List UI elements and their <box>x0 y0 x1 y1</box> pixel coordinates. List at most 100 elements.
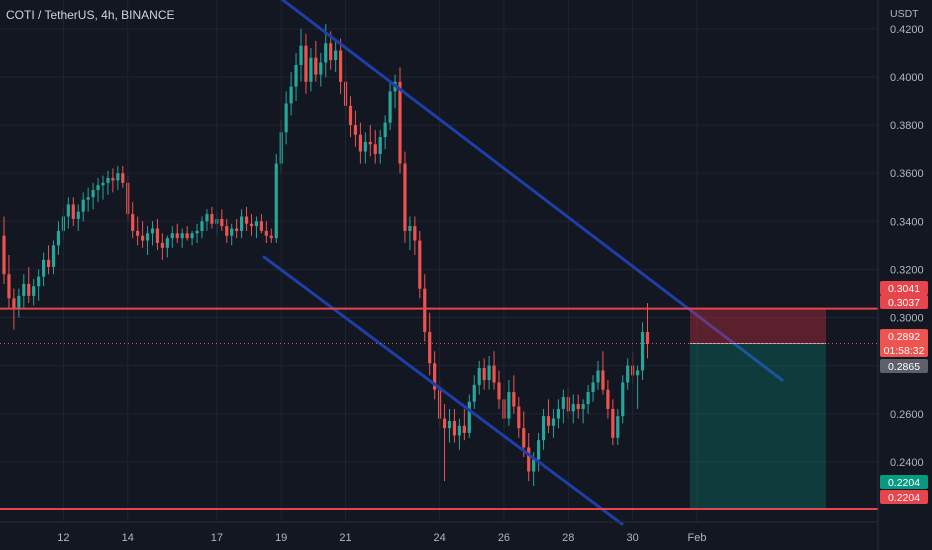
candle-body <box>403 163 407 231</box>
candle-body <box>289 86 293 104</box>
candle-body <box>507 392 511 419</box>
candle-body <box>571 404 575 412</box>
candle-body <box>428 331 432 364</box>
price-tag-label: 0.2865 <box>888 361 920 373</box>
candle-body <box>388 91 392 123</box>
candle-body <box>101 182 105 186</box>
y-tick-label: 0.3000 <box>890 313 924 325</box>
price-tag <box>880 475 928 489</box>
candle-body <box>626 365 630 383</box>
candle-body <box>546 416 551 426</box>
candle-body <box>477 368 481 385</box>
candle-body <box>596 370 600 383</box>
candle-body <box>269 235 273 239</box>
candle-body <box>175 233 179 239</box>
price-tag <box>880 329 928 357</box>
candle-body <box>462 425 466 433</box>
candle-body <box>636 370 640 376</box>
candle-body <box>131 214 135 231</box>
candle-body <box>418 240 422 289</box>
currency-label[interactable]: USDT <box>890 8 919 20</box>
candle-body <box>551 418 556 426</box>
candle-body <box>423 288 427 332</box>
candle-body <box>2 235 6 275</box>
candle-body <box>512 392 516 407</box>
candle-body <box>408 226 412 231</box>
candle-body <box>86 197 90 200</box>
candle-body <box>244 216 249 224</box>
candle-body <box>22 283 26 296</box>
candle-body <box>353 125 358 135</box>
x-tick-label: 28 <box>562 532 574 544</box>
candle-body <box>254 221 259 227</box>
candle-body <box>492 365 496 383</box>
price-tag-label: 0.3041 <box>888 283 920 295</box>
candle-body <box>373 144 377 154</box>
y-tick-label: 0.3400 <box>890 216 924 228</box>
candle-body <box>314 57 318 75</box>
channel-upper-line <box>280 0 784 382</box>
candle-body <box>517 406 521 429</box>
candle-body <box>145 233 150 241</box>
candle-body <box>591 382 595 393</box>
candle-body <box>452 420 457 436</box>
candle-body <box>532 459 536 472</box>
candle-body <box>230 228 234 236</box>
channel-lower-line <box>262 255 624 526</box>
candle-body <box>413 226 417 241</box>
x-tick-label: 17 <box>211 532 223 544</box>
candle-body <box>225 226 229 236</box>
candle-body <box>606 389 610 409</box>
candle-body <box>185 233 189 239</box>
candle-body <box>150 228 155 234</box>
candle-body <box>96 185 100 191</box>
candle-body <box>561 396 565 409</box>
candle-body <box>170 233 174 239</box>
y-tick-label: 0.3200 <box>890 264 924 276</box>
y-tick-label: 0.2400 <box>890 457 924 469</box>
x-tick-label: Feb <box>688 532 707 544</box>
candle-body <box>195 230 199 234</box>
candle-body <box>155 228 160 243</box>
candle-body <box>284 103 288 133</box>
candle-body <box>601 370 605 390</box>
candle-body <box>264 230 268 236</box>
candle-body <box>334 50 338 61</box>
candle-body <box>482 368 486 381</box>
candle-body <box>17 295 21 308</box>
price-tag <box>880 359 928 373</box>
y-tick-label: 0.3800 <box>890 120 924 132</box>
candle-body <box>121 173 125 183</box>
chart-title: COTI / TetherUS, 4h, BINANCE <box>6 8 175 22</box>
candle-body <box>136 230 140 236</box>
candle-body <box>200 221 204 231</box>
candle-body <box>7 274 11 299</box>
candle-body <box>12 298 16 308</box>
candle-body <box>383 122 387 138</box>
candle-body <box>378 137 382 154</box>
candle-body <box>46 259 51 268</box>
candle-body <box>616 416 620 438</box>
candle-body <box>27 283 31 296</box>
x-tick-label: 24 <box>433 532 445 544</box>
candle-body <box>37 276 41 287</box>
candle-body <box>348 105 353 126</box>
candle-body <box>541 416 546 441</box>
candle-body <box>299 45 303 65</box>
candle-body <box>368 141 372 145</box>
candle-body <box>556 408 560 419</box>
candle-body <box>116 173 120 181</box>
candle-body <box>329 43 333 61</box>
y-tick-label: 0.4200 <box>890 24 924 36</box>
price-tag <box>880 490 928 504</box>
candle-body <box>190 233 194 239</box>
candle-body <box>42 259 46 277</box>
candle-body <box>76 211 80 219</box>
candle-body <box>180 233 184 239</box>
y-tick-label: 0.4000 <box>890 72 924 84</box>
candle-body <box>111 178 115 181</box>
price-tag-label: 0.2892 <box>888 331 920 343</box>
